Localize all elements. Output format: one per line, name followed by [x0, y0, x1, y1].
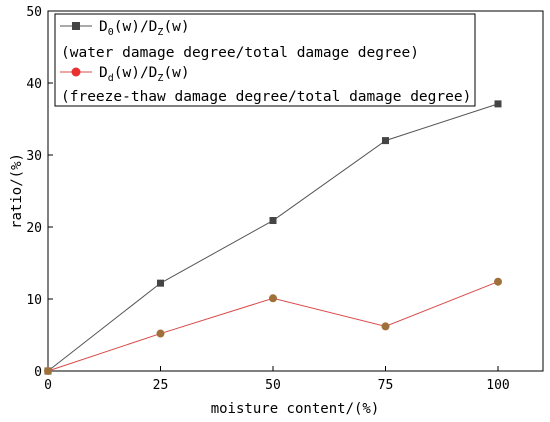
series-1-point — [157, 279, 164, 287]
x-axis-ticks: 0 25 50 75 100 — [44, 366, 510, 393]
x-axis-label: moisture content/(%) — [211, 401, 380, 417]
y-tick-label: 0 — [34, 365, 42, 380]
series-2-point — [494, 277, 502, 286]
series-1-point — [494, 100, 502, 108]
y-tick-label: 40 — [26, 77, 42, 92]
series-2-point — [269, 294, 277, 303]
y-axis-ticks: 0 10 20 30 40 50 — [26, 5, 53, 380]
series-1-point — [382, 137, 389, 145]
x-tick-label: 0 — [44, 378, 52, 393]
series-2-point — [44, 367, 52, 375]
x-tick-label: 25 — [153, 378, 169, 393]
legend-description-series-2: (freeze-thaw damage degree/total damage … — [61, 89, 471, 105]
x-tick-label: 75 — [378, 378, 394, 393]
legend: D0(w)/DZ(w) (water damage degree/total d… — [54, 13, 476, 107]
y-tick-label: 30 — [26, 149, 42, 164]
series-layer — [44, 100, 502, 375]
y-tick-label: 10 — [26, 293, 42, 308]
series-2-point — [381, 322, 390, 331]
series-2-point — [156, 329, 165, 338]
series-1-point — [269, 217, 277, 225]
legend-marker-series-2 — [71, 67, 81, 77]
x-tick-label: 100 — [486, 378, 509, 393]
series-line-1 — [47, 103, 499, 372]
y-tick-label: 50 — [26, 5, 42, 20]
legend-label-series-2: Dd(w)/DZ(w) — [99, 65, 190, 84]
legend-description-series-1: (water damage degree/total damage degree… — [61, 45, 419, 61]
x-tick-label: 50 — [265, 378, 281, 393]
legend-box — [54, 13, 476, 107]
y-axis-label: ratio/(%) — [9, 153, 25, 229]
legend-label-series-1: D0(w)/DZ(w) — [99, 19, 190, 38]
legend-marker-series-1 — [72, 22, 80, 30]
plot-frame — [47, 10, 544, 372]
y-tick-label: 20 — [26, 221, 42, 236]
